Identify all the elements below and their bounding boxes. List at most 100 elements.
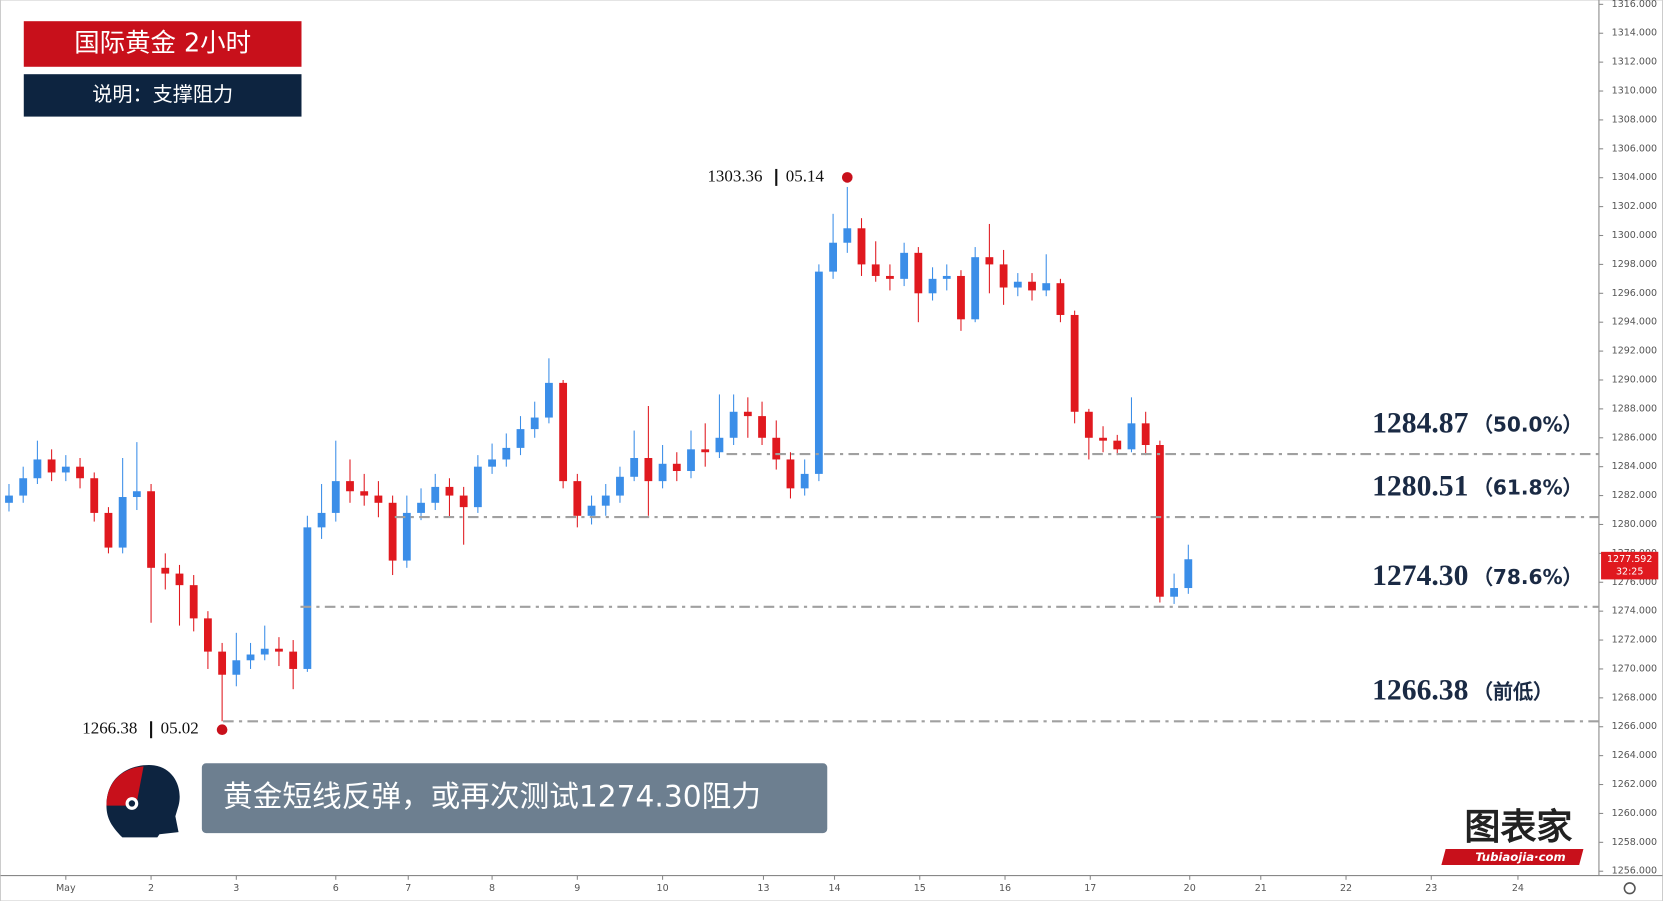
candle-body — [275, 648, 283, 652]
candle-body — [175, 573, 184, 586]
y-tick-label: 1286.000 — [1612, 432, 1657, 443]
price-tag-label: 1277.592 — [1607, 554, 1652, 565]
level-label: 1274.30 （78.6%） — [1372, 560, 1583, 592]
y-tick-label: 1308.000 — [1612, 114, 1657, 125]
caption-box — [201, 763, 828, 834]
price-countdown: 32:25 — [1616, 566, 1643, 577]
candle-body — [360, 491, 369, 496]
x-tick-label: 13 — [757, 883, 769, 894]
candle-body — [1042, 283, 1051, 291]
x-tick-label: 24 — [1512, 883, 1524, 894]
candle-body — [147, 491, 155, 568]
candle-body — [814, 271, 823, 474]
candle-body — [1056, 283, 1065, 315]
candle-body — [758, 416, 766, 438]
candle-body — [587, 505, 596, 516]
y-tick-label: 1266.000 — [1612, 721, 1657, 732]
x-tick-label: 16 — [999, 883, 1011, 894]
x-tick-label: 10 — [657, 883, 669, 894]
candle-body — [1099, 437, 1107, 441]
candle-body — [545, 382, 553, 418]
candle-body — [1184, 559, 1193, 589]
title-box — [23, 21, 302, 67]
candle-body — [559, 382, 568, 482]
candle-body — [971, 257, 980, 320]
candle-body — [701, 449, 710, 453]
y-tick-label: 1260.000 — [1612, 808, 1657, 819]
y-tick-label: 1270.000 — [1612, 663, 1657, 674]
candle-body — [218, 651, 227, 675]
candle-body — [530, 417, 539, 430]
level-note: （61.8%） — [1473, 475, 1583, 499]
candle-body — [573, 481, 582, 516]
candle-body — [459, 495, 468, 508]
level-note: （78.6%） — [1473, 565, 1583, 589]
x-tick-label: 20 — [1184, 883, 1196, 894]
y-tick-label: 1268.000 — [1612, 692, 1657, 703]
candle-body — [672, 463, 681, 472]
annotation-date: 05.02 — [161, 719, 199, 738]
candle-body — [985, 257, 994, 265]
candle-body — [246, 654, 255, 661]
y-tick-label: 1304.000 — [1612, 172, 1657, 183]
x-tick-label: 7 — [405, 883, 411, 894]
candle-body — [189, 585, 198, 619]
x-tick-label: 2 — [148, 883, 154, 894]
candle-body — [417, 502, 425, 513]
y-tick-label: 1276.000 — [1612, 577, 1657, 588]
candle-body — [900, 252, 909, 279]
candle-body — [445, 486, 454, 496]
candle-body — [303, 527, 312, 669]
candle-body — [1028, 281, 1036, 291]
y-tick-label: 1284.000 — [1612, 461, 1657, 472]
candle-body — [1127, 423, 1136, 450]
candle-body — [346, 481, 354, 492]
candle-body — [61, 466, 70, 473]
candle-body — [431, 486, 440, 503]
level-note: （前低） — [1473, 679, 1554, 703]
candle-body — [388, 502, 397, 561]
caption: 黄金短线反弹，或再次测试1274.30阻力 — [223, 779, 761, 814]
y-tick-label: 1264.000 — [1612, 750, 1657, 761]
avatar-icon — [106, 765, 180, 838]
x-tick-label: 21 — [1255, 883, 1267, 894]
candle-body — [800, 473, 809, 489]
candle-body — [1170, 588, 1179, 597]
candle-body — [19, 478, 28, 496]
candle-body — [317, 512, 326, 528]
candle-body — [104, 512, 113, 548]
candle-body — [630, 458, 639, 477]
candle-body — [829, 242, 837, 272]
candle-body — [232, 660, 241, 675]
y-tick-label: 1282.000 — [1612, 490, 1657, 501]
candle-body — [118, 497, 127, 548]
subtitle-box — [23, 74, 302, 117]
candle-body — [1084, 411, 1093, 438]
candle-body — [1113, 440, 1122, 450]
candle-body — [616, 476, 624, 496]
y-tick-label: 1300.000 — [1612, 230, 1657, 241]
y-tick-label: 1310.000 — [1612, 86, 1657, 97]
settings-icon[interactable] — [1623, 882, 1636, 895]
candle-body — [857, 228, 866, 265]
candle-body — [999, 264, 1008, 288]
candle-body — [871, 264, 880, 276]
x-tick-label: 22 — [1340, 883, 1352, 894]
y-tick-label: 1302.000 — [1612, 201, 1657, 212]
y-tick-label: 1292.000 — [1612, 346, 1657, 357]
extreme-marker — [216, 724, 228, 736]
y-tick-label: 1306.000 — [1612, 143, 1657, 154]
y-tick-label: 1288.000 — [1612, 403, 1657, 414]
annotation-value: 1303.36 — [707, 166, 762, 185]
candle-body — [1155, 445, 1164, 597]
candle-body — [914, 252, 923, 294]
candle-body — [161, 567, 170, 574]
candle-body — [644, 458, 653, 482]
x-tick-label: 3 — [233, 883, 239, 894]
candle-body — [601, 495, 610, 506]
candle-body — [843, 228, 852, 243]
y-tick-label: 1314.000 — [1612, 28, 1657, 39]
extreme-marker — [841, 172, 853, 183]
